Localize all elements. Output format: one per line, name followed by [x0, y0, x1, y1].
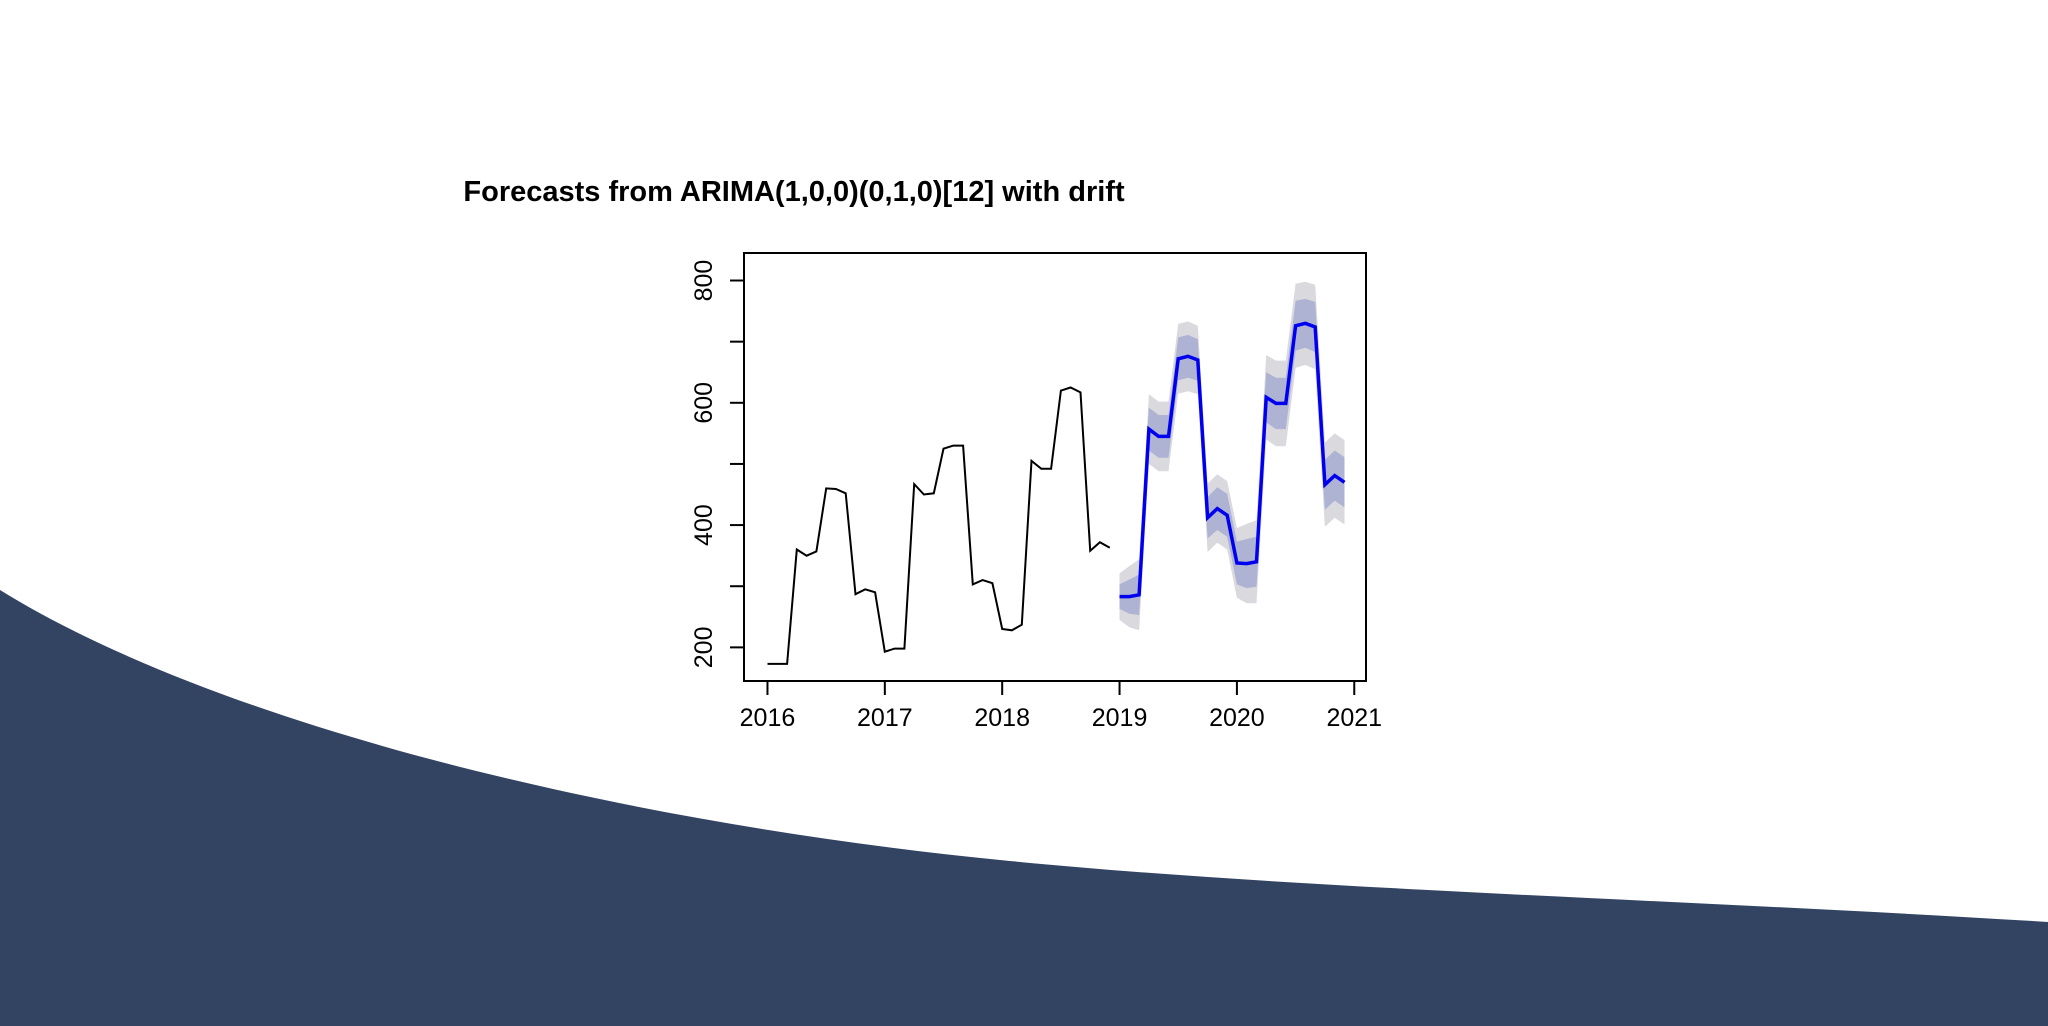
y-tick-label-400: 400	[690, 504, 718, 546]
y-tick-label-600: 600	[690, 382, 718, 424]
history-line	[767, 386, 1111, 665]
x-tick-label-2020: 2020	[1209, 704, 1265, 732]
chart-title: Forecasts from ARIMA(1,0,0)(0,1,0)[12] w…	[463, 176, 1125, 208]
x-tick-label-2018: 2018	[974, 704, 1030, 732]
x-tick-label-2019: 2019	[1092, 704, 1148, 732]
wave-shape	[0, 590, 2048, 1026]
series-lines	[767, 321, 1346, 665]
forecast-line	[1119, 321, 1346, 599]
y-tick-label-200: 200	[690, 627, 718, 669]
x-tick-label-2017: 2017	[857, 704, 913, 732]
x-axis: 2016 2017 2018 2019 2020 2021	[740, 680, 1382, 732]
y-axis: 200 400 600 800	[690, 260, 745, 669]
x-tick-label-2016: 2016	[740, 704, 796, 732]
y-tick-label-800: 800	[690, 260, 718, 302]
x-tick-label-2021: 2021	[1326, 704, 1382, 732]
plot-frame	[743, 252, 1367, 682]
prediction-intervals	[1119, 281, 1345, 631]
